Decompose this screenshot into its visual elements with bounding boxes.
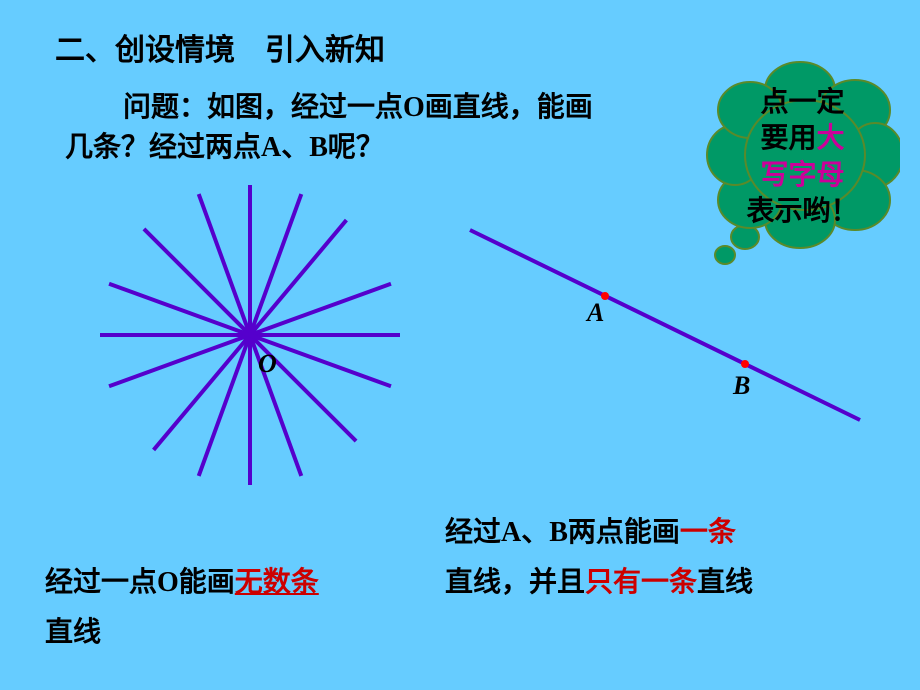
answer2-highlight1: 一条 — [680, 517, 736, 548]
slide-root: 二、创设情境 引入新知 问题：如图，经过一点O画直线，能画 几条？经过两点A、B… — [0, 0, 920, 690]
answer2-highlight2: 只有一条 — [585, 567, 697, 598]
bubble-t1: 点一定 — [760, 87, 844, 118]
answer1-line1: 经过一点O能画无数条 — [45, 560, 319, 600]
line-ab-diagram: AB — [440, 190, 880, 450]
question-line1: 问题：如图，经过一点O画直线，能画 — [95, 85, 593, 125]
answer2-l2a: 直线，并且 — [445, 567, 585, 598]
svg-text:B: B — [732, 371, 750, 400]
answer2-l2c: 直线 — [697, 567, 753, 598]
section-title: 二、创设情境 引入新知 — [55, 25, 385, 69]
answer2-line1: 经过A、B两点能画一条 — [445, 510, 736, 550]
question-line2: 几条？经过两点A、B呢？ — [65, 125, 384, 165]
starburst-diagram: O — [60, 170, 440, 500]
answer1-line2: 直线 — [45, 610, 101, 650]
svg-text:A: A — [585, 298, 604, 327]
bubble-t2a: 要用 — [760, 123, 816, 154]
answer1-highlight: 无数条 — [235, 567, 319, 598]
point-o-label: O — [258, 349, 277, 379]
answer1-a: 经过一点O能画 — [45, 567, 235, 598]
question-l1-a: 问题：如图，经过一点O画直线，能画 — [95, 92, 593, 123]
bubble-t3: 写字母 — [760, 160, 844, 191]
bubble-t2b: 大 — [817, 123, 845, 154]
answer2-a: 经过A、B两点能画 — [445, 517, 680, 548]
answer2-line2: 直线，并且只有一条直线 — [445, 560, 753, 600]
